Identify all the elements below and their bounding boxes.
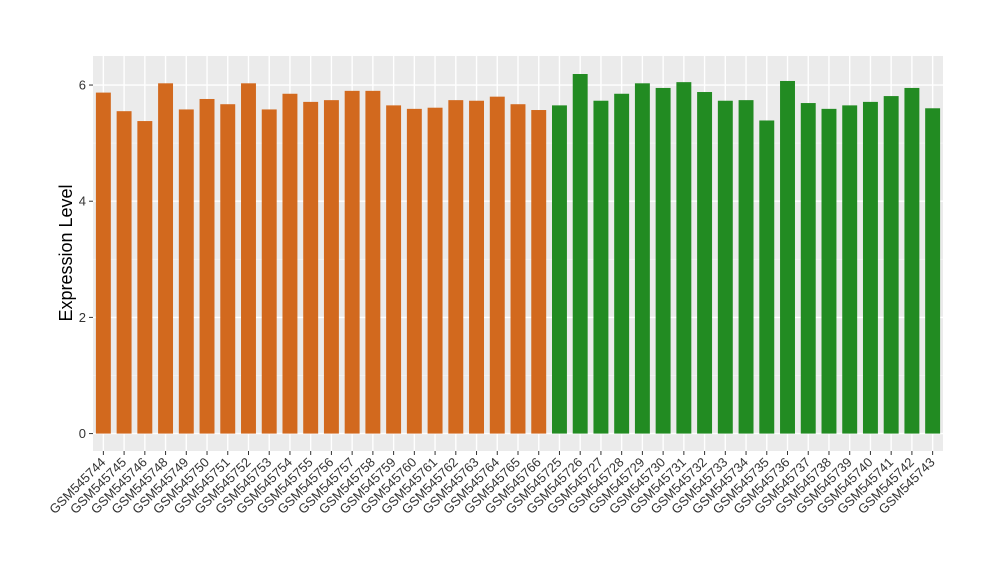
bar bbox=[344, 90, 360, 434]
bar bbox=[552, 105, 567, 434]
bar bbox=[697, 92, 713, 434]
bar bbox=[116, 111, 132, 434]
bar bbox=[406, 108, 422, 434]
bar bbox=[282, 93, 298, 434]
bar bbox=[883, 96, 899, 434]
bar bbox=[862, 101, 878, 434]
y-tick-label: 6 bbox=[79, 78, 86, 93]
x-axis: GSM545744GSM545745GSM545746GSM545748GSM5… bbox=[46, 451, 938, 517]
bar bbox=[510, 104, 526, 434]
bar bbox=[427, 107, 443, 434]
bar bbox=[614, 93, 630, 434]
bar bbox=[365, 90, 381, 434]
bar bbox=[717, 100, 733, 434]
bar bbox=[738, 100, 754, 434]
bar bbox=[634, 83, 650, 434]
bar bbox=[95, 92, 111, 434]
bar bbox=[158, 83, 174, 434]
y-tick-label: 0 bbox=[79, 426, 86, 441]
bar bbox=[593, 100, 609, 434]
bar bbox=[655, 87, 671, 434]
bar bbox=[241, 83, 256, 434]
bar bbox=[531, 110, 547, 434]
bar bbox=[386, 105, 402, 434]
bar bbox=[780, 80, 795, 434]
bar bbox=[904, 87, 920, 434]
bar bbox=[676, 82, 692, 434]
bar bbox=[199, 98, 215, 434]
bar bbox=[220, 104, 236, 434]
bar bbox=[821, 108, 837, 434]
bar bbox=[137, 121, 153, 434]
bar bbox=[323, 100, 339, 434]
bar bbox=[759, 120, 775, 434]
bar bbox=[925, 108, 941, 434]
bar bbox=[469, 100, 484, 434]
bar bbox=[489, 96, 505, 434]
y-tick-label: 2 bbox=[79, 310, 86, 325]
bar bbox=[303, 101, 319, 434]
bar bbox=[800, 103, 816, 434]
bar bbox=[842, 105, 858, 434]
y-tick-label: 4 bbox=[79, 194, 86, 209]
bar bbox=[572, 74, 588, 434]
bar bbox=[448, 100, 464, 434]
bar bbox=[178, 109, 194, 434]
y-axis-title: Expression Level bbox=[56, 184, 76, 321]
bars bbox=[95, 74, 941, 434]
y-axis: 0 2 4 6 bbox=[79, 78, 93, 441]
bar bbox=[261, 109, 277, 434]
